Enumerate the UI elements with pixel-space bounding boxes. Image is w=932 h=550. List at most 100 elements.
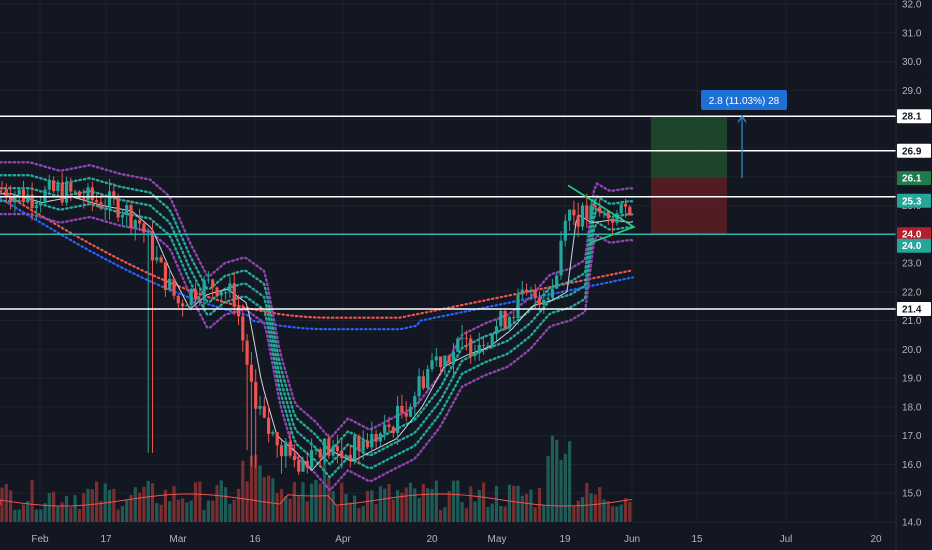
volume-bar	[26, 501, 30, 522]
volume-bar	[215, 485, 219, 522]
trade-zones	[651, 116, 727, 235]
volume-bar	[112, 488, 116, 522]
candle-body	[172, 278, 176, 296]
volume-bar	[271, 478, 275, 522]
candle-body	[176, 295, 180, 304]
volume-bar	[146, 480, 150, 522]
candle-body	[619, 203, 623, 214]
candle-body	[365, 440, 370, 448]
candle-body	[340, 451, 344, 458]
candle-body	[142, 223, 146, 233]
volume-bar	[589, 493, 593, 522]
candle-body	[563, 220, 567, 241]
volume-bar	[434, 480, 438, 522]
candle-body	[9, 196, 13, 203]
volume-bar	[211, 500, 215, 522]
candle-body	[434, 356, 438, 361]
horizontal-levels[interactable]	[0, 115, 896, 310]
candle-body	[357, 436, 361, 451]
volume-bar	[348, 502, 352, 522]
candle-body	[550, 288, 554, 298]
x-tick-label: 20	[426, 534, 438, 545]
candle-body	[310, 450, 314, 468]
volume-bar	[52, 491, 56, 522]
volume-bar	[503, 506, 507, 522]
candle-body	[464, 337, 468, 339]
y-tick-label: 16.0	[902, 460, 922, 471]
candle-body	[482, 344, 486, 346]
x-tick-label: Feb	[31, 534, 49, 545]
candle-body	[477, 344, 481, 354]
candle-body	[146, 231, 150, 233]
candle-body	[383, 424, 387, 434]
candle-body	[589, 205, 593, 219]
candle-body	[129, 205, 133, 228]
volume-bar	[9, 490, 13, 522]
candle-body	[421, 376, 425, 389]
volume-bar	[163, 489, 167, 522]
candle-body	[408, 406, 413, 417]
candle-body	[86, 187, 90, 201]
time-axis[interactable]: Feb 17 Mar 16 Apr 20 May 19 Jun 15 Jul 20	[31, 534, 882, 545]
candle-body	[198, 298, 202, 301]
candle-body	[568, 209, 572, 221]
volume-bar	[344, 494, 348, 522]
candle-body	[611, 218, 615, 223]
x-tick-label: May	[488, 534, 507, 545]
candle-body	[232, 283, 236, 307]
volume-bar	[245, 481, 249, 522]
volume-bar	[86, 488, 90, 522]
candle-body	[52, 180, 56, 192]
candle-body	[0, 188, 4, 190]
candle-body	[451, 351, 456, 363]
candle-body	[460, 337, 464, 339]
volume-bar	[34, 509, 38, 522]
volume-bar	[546, 455, 550, 522]
volume-bar	[133, 487, 137, 522]
candle-body	[47, 180, 51, 190]
volume-bar	[451, 480, 456, 522]
candle-body	[77, 191, 81, 198]
price-badge-last	[897, 193, 931, 208]
candle-body	[90, 187, 94, 201]
candle-body	[344, 454, 348, 458]
candle-body	[331, 446, 335, 456]
candle-body	[443, 355, 447, 368]
volume-bar	[181, 498, 185, 522]
candle-body	[512, 317, 516, 319]
price-axis[interactable]: 14.0 15.0 16.0 17.0 18.0 19.0 20.0 21.0 22.0 23.0…	[895, 0, 931, 550]
candle-body	[211, 279, 215, 288]
candle-body	[516, 294, 520, 318]
candle-body	[606, 211, 610, 219]
volume-bar	[232, 499, 236, 522]
volume-bar	[361, 506, 365, 522]
candle-body	[56, 184, 60, 192]
candle-body	[155, 257, 159, 261]
volume-bar	[288, 498, 292, 522]
candle-body	[215, 287, 219, 296]
candle-body	[503, 311, 507, 329]
band-upper-green	[0, 174, 635, 454]
volume-bar	[73, 495, 77, 522]
candle-body	[103, 208, 107, 210]
volume-bar	[408, 482, 413, 522]
volume-bar	[4, 483, 8, 522]
volume-bar	[249, 455, 253, 522]
candle-body	[628, 206, 632, 216]
x-tick-label: 15	[691, 534, 703, 545]
y-tick-label: 14.0	[902, 518, 922, 529]
x-tick-label: Jul	[780, 534, 793, 545]
y-tick-label: 19.0	[902, 374, 922, 385]
candle-body	[107, 191, 112, 209]
volume-bar	[533, 507, 537, 522]
candle-body	[542, 299, 546, 305]
volume-bar	[120, 506, 124, 522]
candle-body	[228, 283, 232, 293]
volume-bar	[155, 503, 159, 522]
volume-bar	[365, 490, 370, 522]
candle-body	[138, 220, 142, 224]
y-tick-label: 30.0	[902, 57, 922, 68]
volume-bar	[284, 496, 288, 522]
